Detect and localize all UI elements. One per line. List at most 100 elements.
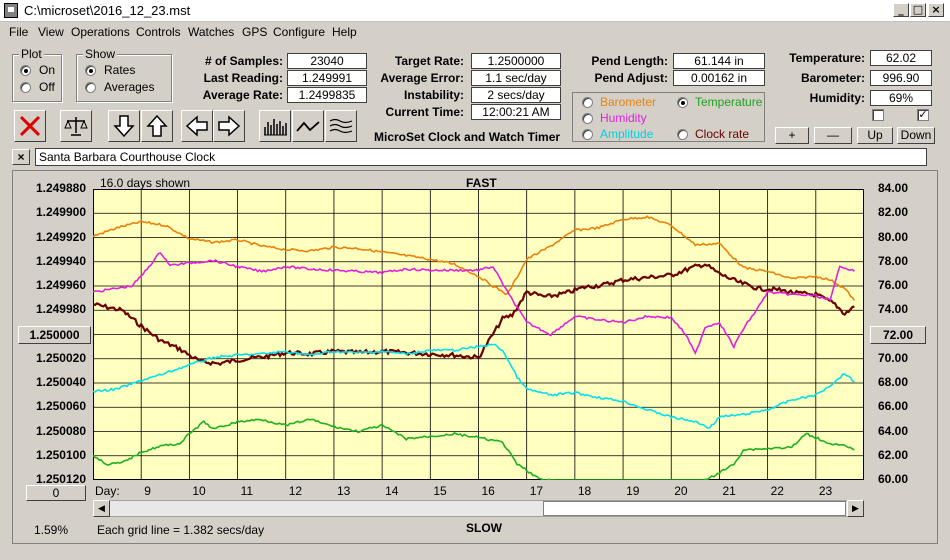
scroll-right-button[interactable]: ▶ (847, 500, 864, 517)
menu-bar: File View Operations Controls Watches GP… (0, 22, 950, 42)
close-window-button[interactable]: × (928, 3, 944, 17)
app-icon (4, 3, 18, 18)
up-button[interactable]: Up (857, 127, 893, 144)
title-bar: C:\microset\2016_12_23.mst _ □ × (0, 0, 950, 22)
average-rate-field: 1.2499835 (287, 87, 367, 103)
show-group-title: Show (83, 47, 118, 61)
maximize-button[interactable]: □ (910, 3, 926, 17)
left-axis-tick-label: 1.250020 (35, 350, 86, 365)
humidity-label: Humidity: (809, 91, 865, 105)
plot-group-title: Plot (19, 47, 44, 61)
right-axis-tick-label: 66.00 (877, 399, 908, 414)
day-axis-label: Day: (95, 484, 120, 498)
amplitude-radio[interactable] (582, 129, 593, 140)
day-tick-label: 18 (577, 484, 592, 498)
barometer-option-label: Barometer (600, 95, 657, 109)
show-averages-radio[interactable] (85, 82, 96, 93)
right-arrow-button[interactable] (213, 110, 245, 142)
checkbox-unchecked[interactable] (872, 109, 884, 121)
plot-off-label: Off (39, 80, 55, 94)
average-error-label: Average Error: (380, 71, 464, 85)
clock-rate-option-label: Clock rate (695, 127, 750, 141)
humidity-radio[interactable] (582, 113, 593, 124)
menu-operations[interactable]: Operations (71, 25, 130, 39)
show-averages-label: Averages (104, 80, 155, 94)
target-rate-label: Target Rate: (394, 54, 464, 68)
right-axis-tick-label: 60.00 (877, 472, 908, 486)
left-axis-tick-label: 1.249920 (35, 229, 86, 244)
down-arrow-button[interactable] (108, 110, 140, 142)
sensor-select-group (572, 92, 765, 142)
menu-controls[interactable]: Controls (136, 25, 181, 39)
barometer-label: Barometer: (800, 71, 865, 85)
right-center-value-button[interactable]: 72.00 (870, 326, 926, 344)
plot-off-radio[interactable] (20, 82, 31, 93)
menu-help[interactable]: Help (332, 25, 357, 39)
clock-name-field[interactable]: Santa Barbara Courthouse Clock (35, 148, 927, 166)
temperature-radio[interactable] (677, 97, 688, 108)
bottom-value-button[interactable]: 0 (26, 485, 86, 501)
day-tick-label: 20 (674, 484, 688, 498)
day-tick-label: 16 (481, 484, 495, 498)
right-axis-tick-label: 68.00 (877, 375, 908, 389)
humidity-option-label: Humidity (600, 111, 647, 125)
close-clock-button[interactable]: × (12, 149, 30, 165)
multi-wave-icon (329, 118, 353, 134)
show-rates-label: Rates (104, 63, 136, 77)
day-tick-label: 15 (433, 484, 447, 498)
left-axis-tick-label: 1.250040 (35, 375, 86, 389)
barometer-radio[interactable] (582, 97, 593, 108)
show-group: Show (76, 47, 172, 102)
clock-rate-radio[interactable] (677, 129, 688, 140)
target-rate-field: 1.2500000 (471, 53, 561, 69)
pend-length-label: Pend Length: (591, 54, 668, 68)
instability-label: Instability: (403, 88, 464, 102)
left-center-value-button[interactable]: 1.250000 (18, 326, 91, 344)
day-tick-label: 11 (240, 484, 254, 498)
show-rates-radio[interactable] (85, 65, 96, 76)
series-line-humidity (93, 252, 855, 356)
arrow-down-icon (113, 115, 135, 138)
plot-group: Plot (12, 47, 62, 102)
menu-configure[interactable]: Configure (273, 25, 326, 39)
balance-button[interactable] (60, 110, 92, 142)
current-time-field: 12:00:21 AM (471, 104, 561, 120)
multi-line-view-button[interactable] (325, 110, 357, 142)
left-axis-tick-label: 1.249900 (35, 205, 86, 220)
day-tick-label: 12 (288, 484, 303, 498)
right-axis-tick-label: 62.00 (877, 447, 908, 462)
right-axis-tick-label: 84.00 (877, 181, 908, 195)
menu-gps[interactable]: GPS (242, 25, 268, 39)
series-line-barometer (93, 215, 856, 302)
minimize-button[interactable]: _ (893, 3, 909, 17)
line-view-button[interactable] (292, 110, 324, 142)
average-rate-label: Average Rate: (202, 88, 283, 102)
clear-button[interactable] (14, 110, 46, 142)
day-tick-label: 23 (818, 484, 833, 498)
series-line-clock-rate (93, 263, 855, 367)
scrollbar-thumb[interactable] (543, 501, 846, 516)
day-tick-label: 21 (722, 484, 736, 498)
series-line-amplitude (93, 343, 855, 429)
menu-watches[interactable]: Watches (188, 25, 235, 39)
minus-button[interactable]: — (814, 127, 852, 144)
up-arrow-button[interactable] (141, 110, 173, 142)
plus-button[interactable]: + (775, 127, 809, 144)
grid-note-label: Each grid line = 1.382 secs/day (97, 523, 265, 537)
series-line-temperature (93, 418, 855, 480)
down-button[interactable]: Down (897, 127, 935, 144)
left-axis-tick-label: 1.249980 (35, 302, 86, 317)
arrow-right-icon (218, 115, 241, 137)
plot-on-radio[interactable] (20, 65, 31, 76)
checkbox-checked[interactable]: ✓ (917, 109, 929, 121)
fast-label: FAST (466, 176, 497, 190)
menu-file[interactable]: File (9, 25, 29, 39)
menu-view[interactable]: View (38, 25, 64, 39)
scroll-left-button[interactable]: ◀ (93, 500, 110, 517)
day-tick-label: 10 (192, 484, 206, 498)
left-arrow-button[interactable] (181, 110, 213, 142)
temperature-option-label: Temperature (695, 95, 763, 109)
bar-chart-icon (264, 119, 287, 136)
bars-view-button[interactable] (259, 110, 291, 142)
pend-adjust-label: Pend Adjust: (594, 71, 668, 85)
